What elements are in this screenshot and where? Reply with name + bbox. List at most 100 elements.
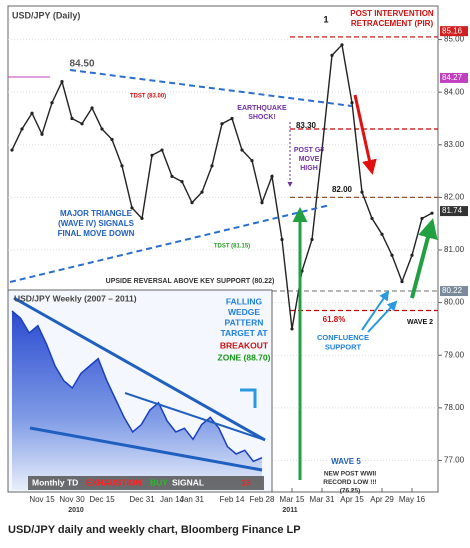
price-point — [200, 190, 204, 194]
y-tick-label: 79.00 — [444, 350, 465, 359]
annotation: EXHAUSTION — [86, 477, 142, 487]
annotation: 2011 — [282, 507, 297, 514]
price-tag-label: 80.22 — [442, 286, 463, 295]
price-tag-label: 84.27 — [442, 73, 463, 82]
price-point — [180, 180, 184, 184]
signal-band — [28, 476, 264, 490]
price-point — [270, 174, 274, 178]
annotation: MAJOR TRIANGLE — [60, 209, 133, 218]
annotations: USD/JPY (Daily) 84.50 POST INTERVENTIONRET… — [12, 9, 434, 514]
daily-chart: 77.00 78.00 79.00 80.00 81.00 82.00 83.00 84.00… — [8, 26, 468, 504]
price-point — [190, 201, 194, 205]
annotation: 1 — [323, 14, 328, 24]
price-tag — [440, 286, 468, 297]
annotation: BUY — [150, 477, 168, 487]
annotation: RECORD LOW !!! — [323, 479, 376, 486]
price-point — [10, 148, 14, 152]
price-point — [130, 206, 134, 210]
y-tick-label: 77.00 — [444, 456, 465, 465]
annotation: CONFLUENCE — [317, 333, 369, 342]
price-point — [330, 53, 334, 57]
price-point — [150, 153, 154, 157]
arrow — [367, 300, 398, 333]
arrow — [353, 94, 377, 175]
x-tick-label: Feb 14 — [220, 495, 245, 504]
annotation: WAVE 5 — [331, 457, 361, 466]
annotation: 84.50 — [69, 59, 94, 70]
annotation: TDST (81.15) — [214, 244, 250, 250]
annotation: WAVE 2 — [407, 319, 433, 326]
price-point — [290, 327, 294, 331]
annotation: 13 — [241, 477, 251, 487]
y-tick-label: 81.00 — [444, 245, 465, 254]
price-point — [410, 253, 414, 257]
annotation: (76.25) — [340, 488, 361, 495]
x-tick-label: May 16 — [399, 495, 426, 504]
price-point — [420, 216, 424, 221]
price-tag-label: 81.74 — [442, 206, 463, 215]
x-tick-label: Apr 29 — [370, 495, 394, 504]
price-point — [430, 211, 434, 215]
annotation: (WAVE IV) SIGNALS — [58, 219, 135, 228]
arrow — [361, 290, 390, 331]
annotation: SHOCK! — [248, 114, 276, 121]
price-point — [70, 116, 74, 121]
triangle-bottom — [9, 204, 331, 283]
annotation: MOVE — [299, 156, 320, 163]
price-point — [20, 127, 24, 131]
price-point — [90, 106, 94, 110]
x-tick-label: Nov 30 — [59, 495, 85, 504]
price-point — [220, 122, 224, 126]
price-point — [390, 253, 394, 257]
x-tick-label: Apr 15 — [340, 495, 364, 504]
price-point — [310, 237, 314, 242]
area — [12, 311, 262, 490]
weekly-chart — [11, 310, 263, 490]
price-point — [30, 111, 34, 115]
annotation: SIGNAL — [172, 477, 204, 487]
annotation: FALLING — [226, 296, 263, 306]
price-point — [230, 116, 234, 121]
x-tick-label: Jan 14 — [160, 495, 185, 504]
annotation: 2010 — [68, 507, 84, 514]
price-point — [120, 164, 124, 168]
y-tick-label: 78.00 — [444, 403, 465, 412]
price-tag — [440, 72, 468, 83]
y-tick-label: 80.00 — [444, 298, 465, 307]
price-point — [50, 101, 54, 105]
price-tag — [440, 26, 468, 37]
wedge-line — [13, 296, 266, 442]
arrow — [410, 218, 438, 299]
price-point — [280, 237, 284, 242]
price-point — [60, 80, 64, 84]
inset-title: USD/JPY Weekly (2007 – 2011) — [14, 293, 137, 303]
annotation: 82.00 — [332, 185, 353, 194]
trendlines — [8, 69, 438, 480]
annotation: EARTHQUAKE — [237, 105, 287, 112]
annotation: NEW POST WWII — [324, 471, 377, 478]
price-point — [360, 190, 364, 194]
price-tag-label: 85.16 — [442, 26, 463, 35]
price-point — [240, 148, 244, 152]
weekly-inset — [7, 289, 273, 493]
y-tick-label: 83.00 — [444, 140, 465, 149]
annotation: HIGH — [300, 165, 318, 172]
annotation: ZONE (88.70) — [218, 352, 271, 362]
wedge-line — [29, 426, 263, 472]
x-tick-label: Mar 15 — [280, 495, 305, 504]
price-point — [340, 43, 344, 47]
annotation: 83.30 — [296, 121, 317, 130]
breakout-arrow — [240, 388, 257, 408]
annotation: 61.8% — [323, 315, 346, 324]
price-point — [350, 101, 354, 105]
triangle-top — [69, 69, 353, 107]
annotation: Monthly TD — [32, 477, 78, 487]
annotation: RETRACEMENT (PIR) — [351, 19, 434, 28]
caption: USD/JPY daily and weekly chart, Bloomber… — [8, 524, 301, 536]
y-tick-label: 82.00 — [444, 193, 465, 202]
price-point — [380, 232, 384, 236]
x-tick-label: Mar 31 — [310, 495, 335, 504]
price-point — [100, 127, 104, 131]
price-point — [260, 201, 264, 205]
annotation: BREAKOUT — [220, 340, 269, 350]
